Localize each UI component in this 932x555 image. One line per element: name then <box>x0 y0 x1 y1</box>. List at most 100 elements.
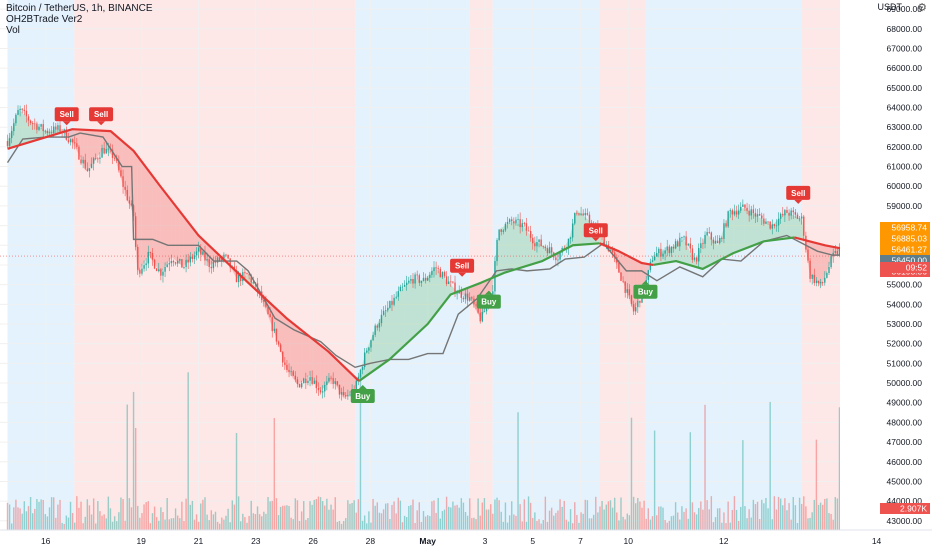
candle-body <box>363 352 366 368</box>
countdown-badge <box>880 262 930 273</box>
volume-bar <box>55 517 57 530</box>
settings-gear-icon[interactable]: ⚙ <box>917 2 927 14</box>
price-tick-65000: 65000.00 <box>887 83 923 93</box>
price-tick-45000: 45000.00 <box>887 476 923 486</box>
candle-body <box>380 314 383 324</box>
volume-bar <box>767 508 769 530</box>
candle-body <box>137 246 139 270</box>
candle-body <box>101 148 103 158</box>
candle-body <box>46 130 49 134</box>
volume-bar <box>698 508 700 530</box>
cloud-slice <box>167 196 172 263</box>
volume-bar <box>294 498 297 530</box>
candle-body <box>662 253 664 257</box>
cloud-slice <box>137 155 142 273</box>
volume-bar <box>269 501 271 530</box>
cloud-slice <box>580 213 585 245</box>
candle-body <box>571 223 574 238</box>
candle-body <box>300 383 303 388</box>
candle-body <box>805 235 807 250</box>
volume-bar <box>202 499 204 530</box>
candle-body <box>729 210 731 212</box>
signal-pointer <box>641 280 650 285</box>
buy-signal-2: Buy <box>350 385 375 404</box>
volume-badge-label: 2.907K <box>900 504 927 514</box>
cloud-slice <box>798 217 803 240</box>
volume-bar <box>828 513 830 530</box>
symbol-title[interactable]: Bitcoin / TetherUS, 1h, BINANCE <box>6 3 153 14</box>
candle-body <box>370 340 372 348</box>
volume-bar <box>378 512 381 530</box>
cloud-slice <box>378 316 382 368</box>
candle-body <box>836 251 839 255</box>
candle-body <box>195 251 198 256</box>
volume-bar <box>206 514 208 530</box>
candle-body <box>134 216 137 247</box>
volume-bar <box>298 520 301 530</box>
candle-body <box>334 381 336 385</box>
volume-bar <box>471 518 473 530</box>
cloud-slice <box>347 370 352 396</box>
candle-body <box>193 255 196 259</box>
candle-body <box>187 259 189 263</box>
volume-bar <box>380 513 383 530</box>
cloud-slice <box>450 284 455 295</box>
cloud-slice <box>328 351 333 384</box>
volume-bar <box>95 523 97 530</box>
candle-body <box>794 212 797 215</box>
volume-bar <box>416 510 418 530</box>
cloud-slice <box>790 213 795 238</box>
candle-body <box>69 139 72 143</box>
signals: Sell Sell Buy Sell Buy Sell Buy Sell <box>54 107 811 404</box>
volume-bar <box>443 509 446 530</box>
candle-body <box>576 212 578 214</box>
volume-bar <box>183 520 185 530</box>
cloud-slice <box>91 130 96 166</box>
candle-body <box>294 375 297 380</box>
currency-unit: USDT <box>877 2 903 12</box>
volume-bar <box>597 512 599 530</box>
candle-body <box>714 240 717 244</box>
volume-bar <box>210 510 212 530</box>
cloud-slice <box>576 209 581 245</box>
candle-body <box>292 371 294 376</box>
cloud-slice <box>160 186 165 273</box>
volume-bar <box>616 512 618 530</box>
candle-body <box>719 237 721 244</box>
cloud-slice <box>744 207 749 249</box>
candle-body <box>185 259 187 267</box>
volume-bar <box>599 506 601 530</box>
candle-body <box>88 168 91 172</box>
cloud-slice <box>106 130 111 155</box>
candle-body <box>305 378 307 384</box>
volume-indicator-label[interactable]: Vol <box>6 25 20 36</box>
cloud-slice <box>782 211 787 239</box>
candle-body <box>361 367 364 370</box>
candle-body <box>200 247 202 255</box>
candle-body <box>229 258 231 268</box>
candle-body <box>475 304 477 306</box>
price-badge-label-1: 56885.03 <box>892 234 928 244</box>
candle-body <box>496 239 498 262</box>
volume-bar <box>57 504 59 530</box>
volume-bar <box>195 514 198 530</box>
indicator-label[interactable]: OH2BTrade Ver2 <box>6 14 83 25</box>
cloud-slice <box>519 224 524 269</box>
candle-body <box>189 256 191 263</box>
candle-body <box>399 286 402 292</box>
volume-bar <box>410 505 412 530</box>
volume-bar <box>36 499 38 530</box>
candle-body <box>464 293 467 300</box>
candle-body <box>412 279 414 284</box>
volume-bar <box>347 500 349 530</box>
volume-bar <box>679 519 681 530</box>
price-tick-43000: 43000.00 <box>887 516 923 526</box>
candle-body <box>544 246 547 249</box>
candle-body <box>824 277 826 283</box>
volume-bar <box>735 509 738 530</box>
cloud-slice <box>183 215 188 267</box>
candle-body <box>29 120 32 124</box>
candle-body <box>691 248 694 260</box>
